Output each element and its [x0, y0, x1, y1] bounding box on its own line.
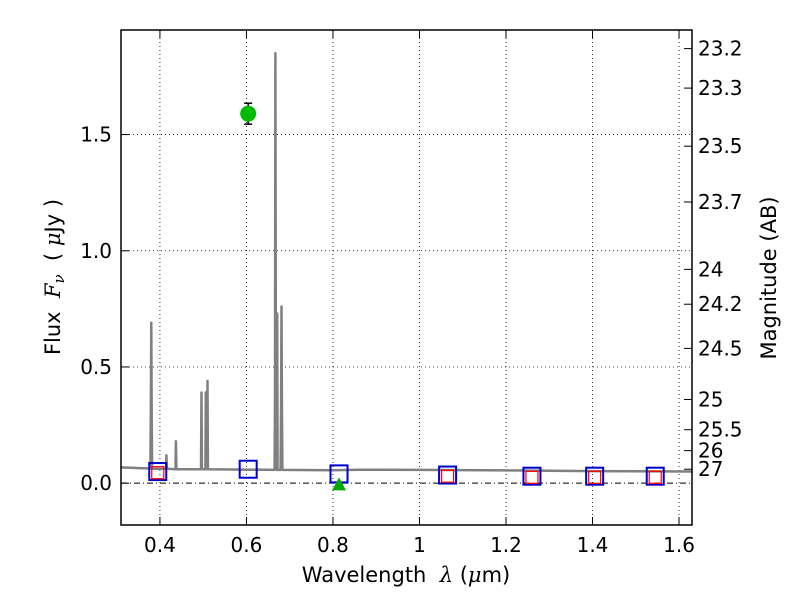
model-photometry-square	[148, 462, 168, 482]
magnitude-tick-label: 27	[698, 457, 723, 481]
observed-photometry-markers	[151, 466, 662, 484]
x-tick-label: 1.4	[577, 533, 609, 557]
magnitude-tick-label: 23.7	[698, 190, 743, 214]
magnitude-tick-label: 24	[698, 257, 723, 281]
magnitude-tick-label: 24.5	[698, 336, 743, 360]
plot-background	[121, 30, 692, 525]
magnitude-tick-label: 23.3	[698, 76, 743, 100]
sed-spectrum-line	[120, 51, 693, 473]
upper-limit-marker	[332, 477, 347, 491]
model-photometry-square	[645, 466, 665, 486]
observed-photometry-square	[440, 469, 455, 483]
magnitude-tick-label: 26	[698, 439, 723, 463]
magnitude-tick-label: 25	[698, 388, 723, 412]
observed-photometry-square	[588, 470, 602, 484]
y-tick-label: 1.5	[80, 123, 112, 147]
observed-photometry-square	[525, 470, 539, 484]
y-tick-label: 1.0	[80, 239, 112, 263]
observed-photometry-square	[648, 470, 662, 484]
y-axis-ticks: 0.0 0.5 1.0 1.5	[80, 123, 129, 495]
magnitude-axis-label: Magnitude (AB)	[757, 196, 781, 359]
model-photometry-square	[522, 466, 542, 486]
x-tick-label: 1.2	[490, 533, 522, 557]
magnitude-tick-label: 25.5	[698, 418, 743, 442]
grid-lines	[121, 30, 692, 525]
magnitude-tick-label: 23.5	[698, 134, 743, 158]
observed-photometry-square	[151, 466, 165, 480]
detection-marker	[240, 105, 257, 122]
detection-point	[240, 102, 257, 125]
x-tick-label: 0.8	[317, 533, 349, 557]
magnitude-tick-label: 24.2	[698, 292, 743, 316]
model-photometry-square	[438, 465, 458, 485]
x-tick-label: 0.6	[231, 533, 263, 557]
y-tick-label: 0.5	[80, 355, 112, 379]
x-axis-label: Wavelength λ (μm)	[302, 563, 510, 587]
model-photometry-square	[585, 466, 605, 486]
x-axis-ticks: 0.4 0.6 0.8 1 1.2 1.4 1.6	[144, 30, 695, 557]
plot-frame	[120, 29, 693, 526]
x-tick-label: 0.4	[144, 533, 176, 557]
upper-limit-triangle	[332, 477, 347, 491]
x-tick-label: 1.6	[663, 533, 695, 557]
y-tick-label: 0.0	[80, 471, 112, 495]
y-axis-label: Flux Fν ( μJy )	[41, 199, 68, 355]
model-photometry-square	[238, 459, 258, 479]
model-photometry-markers	[148, 459, 665, 486]
magnitude-tick-label: 23.2	[698, 37, 743, 61]
x-tick-label: 1	[413, 533, 426, 557]
